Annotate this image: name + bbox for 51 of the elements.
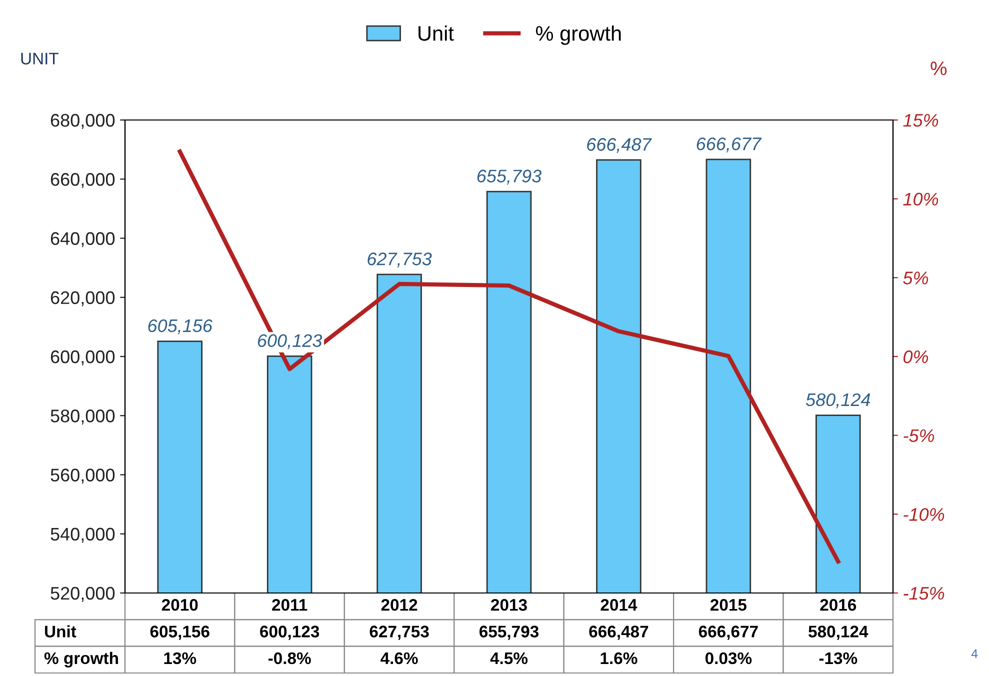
data-label: 1.6%: [600, 652, 638, 664]
text: 580,124: [806, 393, 870, 408]
data-label: 600,123: [260, 626, 320, 640]
data-label: 666,487: [589, 626, 648, 640]
y2-tick-label: -5%: [904, 429, 934, 442]
data-label: 666,677: [698, 626, 758, 640]
data-label: 655,793: [479, 626, 539, 640]
data-label: 4.5%: [490, 652, 528, 664]
text: 666,487: [587, 138, 652, 153]
y-tick-label: 600,000: [50, 350, 115, 366]
x-tick-label: 2015: [710, 599, 747, 611]
text: Unit: [45, 625, 76, 638]
y2-tick-label: 0%: [904, 350, 928, 364]
y2-tick-label: -10%: [904, 508, 944, 521]
x-tick-label: 2012: [381, 599, 418, 611]
data-label: 13%: [164, 652, 196, 664]
y2-tick-label: 15%: [903, 114, 938, 127]
data-label: 4.6%: [380, 652, 418, 664]
x-tick-label: 2013: [491, 599, 527, 611]
text: 600,123: [258, 334, 322, 350]
y2-tick-label: 10%: [903, 192, 938, 206]
y-tick-label: 580,000: [50, 410, 115, 424]
text: % growth: [44, 652, 118, 668]
y-axis-title: UNIT: [21, 52, 58, 64]
y2-tick-label: -15%: [904, 587, 944, 600]
text: 627,753: [368, 252, 432, 268]
y-tick-label: 560,000: [50, 468, 115, 484]
y2-axis-title: %: [930, 62, 947, 76]
text: 655,793: [477, 170, 542, 185]
text: 605,156: [148, 319, 212, 334]
x-tick-label: 2014: [600, 599, 638, 611]
legend-label: % growth: [536, 26, 621, 45]
data-label: -13%: [819, 652, 858, 664]
y-tick-label: 540,000: [50, 528, 115, 543]
x-tick-label: 2010: [162, 599, 198, 611]
y-tick-label: 620,000: [50, 291, 115, 306]
y-tick-label: 660,000: [50, 173, 115, 188]
y-tick-label: 520,000: [50, 586, 115, 602]
data-label: 580,124: [808, 626, 868, 640]
text: 4: [971, 649, 978, 658]
data-label: -0.8%: [268, 652, 311, 664]
data-label: 0.03%: [705, 652, 752, 664]
data-label: 605,156: [150, 626, 210, 640]
legend-label: Unit: [418, 26, 454, 41]
y2-tick-label: 5%: [903, 272, 928, 284]
x-tick-label: 2011: [272, 599, 308, 611]
y-tick-label: 680,000: [50, 114, 115, 129]
x-tick-label: 2016: [820, 599, 856, 611]
text: 666,677: [696, 137, 762, 152]
y-tick-label: 640,000: [50, 232, 115, 248]
data-label: 627,753: [370, 626, 429, 640]
